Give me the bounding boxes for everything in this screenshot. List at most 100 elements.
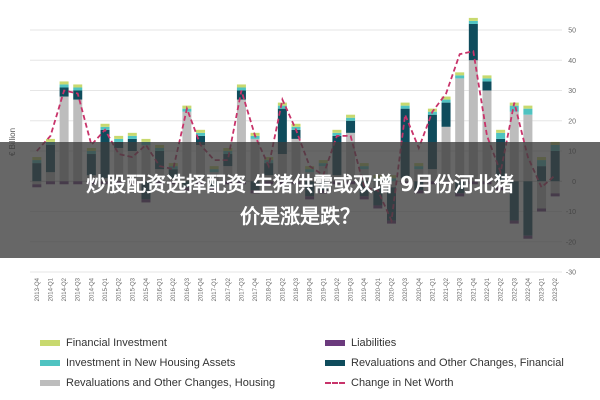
bar-financial_investment [141, 138, 151, 142]
x-tick-label: 2014-Q1 [48, 277, 54, 301]
y-tick-label: 50 [568, 28, 576, 35]
x-tick-label: 2021-Q4 [471, 277, 477, 301]
banner-line-2: 价是涨是跌？ [240, 204, 360, 228]
bar-financial_investment [523, 105, 533, 109]
bar-investment_new_housing [127, 135, 137, 139]
bar-reval_housing [455, 78, 465, 182]
x-tick-label: 2021-Q2 [444, 277, 450, 301]
x-tick-label: 2015-Q4 [144, 277, 150, 301]
legend-swatch-investment-new-housing [40, 360, 60, 366]
bar-investment_new_housing [455, 75, 465, 79]
x-tick-label: 2022-Q3 [512, 277, 518, 301]
bar-financial_investment [427, 108, 437, 112]
x-tick-label: 2016-Q1 [158, 277, 164, 301]
legend-swatch-net-worth [325, 382, 345, 384]
bar-financial_investment [127, 132, 137, 136]
x-tick-label: 2021-Q1 [430, 277, 436, 301]
bar-financial_investment [45, 138, 55, 142]
x-tick-label: 2017-Q4 [253, 277, 259, 301]
x-tick-label: 2019-Q3 [349, 277, 355, 301]
x-tick-label: 2018-Q4 [308, 277, 314, 301]
legend-label: Revaluations and Other Changes, Financia… [351, 357, 564, 369]
bar-investment_new_housing [277, 105, 287, 109]
bar-financial_investment [236, 84, 246, 88]
x-tick-label: 2018-Q2 [280, 277, 286, 301]
bar-investment_new_housing [346, 117, 356, 121]
bar-investment_new_housing [196, 132, 206, 136]
x-tick-label: 2016-Q3 [185, 277, 191, 301]
bar-reval_financial [468, 23, 478, 61]
bar-financial_investment [400, 102, 410, 106]
legend-item-financial-investment: Financial Investment [40, 336, 167, 350]
bar-reval_housing [236, 99, 246, 182]
y-tick-label: 30 [568, 88, 576, 95]
bar-investment_new_housing [114, 138, 124, 142]
bar-reval_financial [277, 108, 287, 155]
y-tick-label: -30 [566, 270, 576, 277]
y-tick-label: 20 [568, 118, 576, 125]
bar-investment_new_housing [59, 84, 69, 88]
bar-financial_investment [114, 135, 124, 139]
banner-headline[interactable]: 炒股配资选择配资 生猪供需或双增 9月份河北猪 价是涨是跌？ [20, 168, 580, 232]
x-tick-label: 2017-Q1 [212, 277, 218, 301]
bar-investment_new_housing [482, 78, 492, 82]
x-tick-label: 2023-Q1 [540, 277, 546, 301]
x-tick-label: 2018-Q3 [294, 277, 300, 301]
legend-item-liabilities: Liabilities [325, 336, 396, 350]
x-tick-label: 2014-Q3 [76, 277, 82, 301]
x-tick-label: 2015-Q2 [117, 277, 123, 301]
x-tick-label: 2016-Q2 [171, 277, 177, 301]
x-tick-label: 2017-Q3 [239, 277, 245, 301]
bar-financial_investment [291, 123, 301, 127]
bar-reval_housing [468, 60, 478, 182]
bar-reval_financial [291, 129, 301, 139]
bar-financial_investment [496, 129, 506, 133]
legend-item-reval-housing: Revaluations and Other Changes, Housing [40, 376, 275, 390]
bar-investment_new_housing [509, 105, 519, 112]
x-tick-label: 2015-Q3 [130, 277, 136, 301]
y-tick-label: 40 [568, 58, 576, 65]
legend-label: Liabilities [351, 337, 397, 349]
legend-label: Investment in New Housing Assets [66, 357, 236, 369]
x-tick-label: 2014-Q2 [62, 277, 68, 301]
x-tick-label: 2013-Q4 [35, 277, 41, 301]
bar-investment_new_housing [73, 87, 83, 91]
legend: Financial Investment Liabilities Investm… [40, 336, 580, 394]
x-tick-label: 2017-Q2 [226, 277, 232, 301]
x-tick-label: 2016-Q4 [199, 277, 205, 301]
legend-item-reval-financial: Revaluations and Other Changes, Financia… [325, 356, 564, 370]
bar-financial_investment [59, 81, 69, 85]
bar-financial_investment [441, 96, 451, 100]
bar-investment_new_housing [468, 20, 478, 24]
bar-reval_financial [482, 81, 492, 91]
bar-financial_investment [346, 114, 356, 118]
bar-reval_financial [346, 120, 356, 133]
bar-reval_housing [59, 96, 69, 182]
legend-swatch-reval-housing [40, 380, 60, 386]
legend-label: Financial Investment [66, 337, 167, 349]
legend-swatch-liabilities [325, 340, 345, 346]
banner-line-1: 炒股配资选择配资 生猪供需或双增 9月份河北猪 [86, 172, 514, 196]
x-tick-label: 2020-Q3 [403, 277, 409, 301]
bar-financial_investment [73, 84, 83, 88]
bar-financial_investment [100, 123, 110, 127]
bar-investment_new_housing [496, 132, 506, 139]
x-tick-label: 2022-Q2 [499, 277, 505, 301]
bar-reval_financial [441, 102, 451, 127]
x-tick-label: 2020-Q2 [389, 277, 395, 301]
x-tick-label: 2019-Q4 [362, 277, 368, 301]
bar-reval_financial [196, 135, 206, 145]
legend-item-investment-new-housing: Investment in New Housing Assets [40, 356, 235, 370]
x-tick-label: 2020-Q4 [417, 277, 423, 301]
overlay-banner: 炒股配资选择配资 生猪供需或双增 9月份河北猪 价是涨是跌？ [0, 142, 600, 258]
bar-financial_investment [332, 129, 342, 133]
bar-reval_financial [236, 90, 246, 100]
bar-investment_new_housing [441, 99, 451, 103]
x-tick-label: 2022-Q1 [485, 277, 491, 301]
legend-label: Revaluations and Other Changes, Housing [66, 377, 276, 389]
x-tick-label: 2014-Q4 [89, 277, 95, 301]
bar-investment_new_housing [332, 132, 342, 136]
x-tick-label: 2023-Q2 [553, 277, 559, 301]
bar-financial_investment [468, 17, 478, 21]
legend-item-net-worth: Change in Net Worth [325, 376, 454, 390]
